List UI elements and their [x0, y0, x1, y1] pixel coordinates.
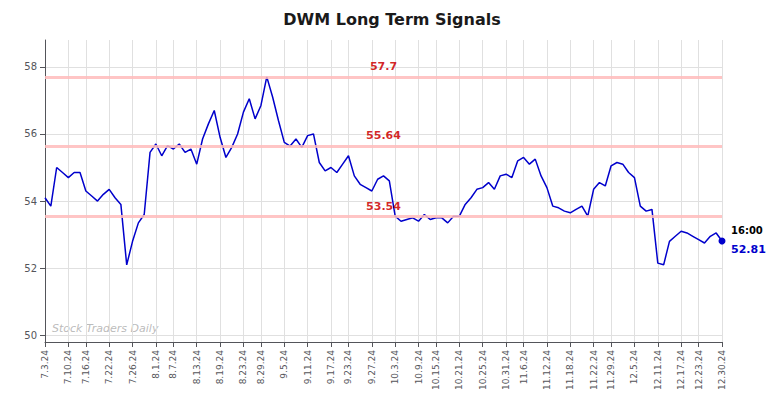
svg-text:8.7.24: 8.7.24 [168, 350, 178, 379]
svg-text:10.21.24: 10.21.24 [454, 350, 464, 390]
svg-text:9.17.24: 9.17.24 [326, 350, 336, 385]
svg-text:7.10.24: 7.10.24 [63, 350, 73, 385]
svg-text:7.22.24: 7.22.24 [104, 350, 114, 385]
svg-text:10.3.24: 10.3.24 [390, 350, 400, 385]
svg-text:9.23.24: 9.23.24 [343, 350, 353, 385]
svg-text:12.11.24: 12.11.24 [653, 350, 663, 390]
svg-text:8.13.24: 8.13.24 [192, 350, 202, 385]
svg-text:16:00: 16:00 [731, 225, 763, 236]
svg-text:56: 56 [24, 128, 37, 139]
svg-text:52: 52 [24, 263, 37, 274]
svg-text:11.22.24: 11.22.24 [589, 350, 599, 390]
svg-text:Stock Traders Daily: Stock Traders Daily [52, 322, 159, 335]
svg-text:12.5.24: 12.5.24 [629, 350, 639, 385]
svg-text:50: 50 [24, 330, 37, 341]
svg-text:12.30.24: 12.30.24 [717, 350, 727, 390]
svg-text:8.23.24: 8.23.24 [238, 350, 248, 385]
svg-text:DWM Long Term Signals: DWM Long Term Signals [283, 10, 500, 29]
svg-text:9.5.24: 9.5.24 [279, 350, 289, 379]
svg-text:9.11.24: 9.11.24 [303, 350, 313, 385]
svg-text:8.1.24: 8.1.24 [151, 350, 161, 379]
svg-text:11.12.24: 11.12.24 [542, 350, 552, 390]
svg-text:55.64: 55.64 [366, 129, 401, 142]
svg-text:12.23.24: 12.23.24 [694, 350, 704, 390]
svg-text:10.31.24: 10.31.24 [501, 350, 511, 390]
svg-text:11.29.24: 11.29.24 [606, 350, 616, 390]
svg-text:52.81: 52.81 [731, 243, 766, 256]
svg-text:53.54: 53.54 [366, 200, 401, 213]
svg-text:7.16.24: 7.16.24 [81, 350, 91, 385]
svg-text:57.7: 57.7 [370, 60, 397, 73]
svg-text:7.3.24: 7.3.24 [40, 350, 50, 379]
svg-text:54: 54 [24, 196, 37, 207]
svg-text:10.9.24: 10.9.24 [414, 350, 424, 385]
svg-text:7.26.24: 7.26.24 [128, 350, 138, 385]
svg-text:10.15.24: 10.15.24 [431, 350, 441, 390]
svg-text:8.29.24: 8.29.24 [256, 350, 266, 385]
svg-text:11.6.24: 11.6.24 [519, 350, 529, 385]
svg-text:11.18.24: 11.18.24 [565, 350, 575, 390]
svg-text:12.17.24: 12.17.24 [676, 350, 686, 390]
svg-text:9.27.24: 9.27.24 [367, 350, 377, 385]
svg-text:58: 58 [24, 61, 37, 72]
svg-text:10.25.24: 10.25.24 [478, 350, 488, 390]
svg-text:8.19.24: 8.19.24 [215, 350, 225, 385]
